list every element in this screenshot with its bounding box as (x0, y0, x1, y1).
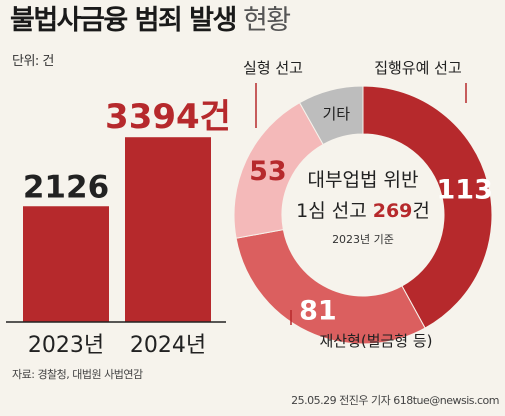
donut-slice-3 (298, 85, 364, 146)
unit-label: 단위: 건 (12, 54, 54, 69)
donut-value-label: 113 (437, 175, 493, 206)
bar-2023년 (23, 206, 109, 322)
credit-note: 25.05.29 전진우 기자 618tue@newsis.com (291, 394, 499, 407)
title-main: 불법사금융 범죄 발생 (10, 5, 237, 36)
donut-slice-1 (235, 229, 426, 345)
donut-category-label: 집행유예 선고 (374, 59, 462, 77)
donut-slice-0 (362, 85, 493, 329)
donut-category-label: 실형 선고 (243, 59, 303, 77)
bar-2024년 (125, 137, 211, 322)
donut-category-label: 재산형(벌금형 등) (319, 332, 432, 350)
bar-value-label: 2126 (23, 169, 109, 205)
bar-category-label: 2023년 (28, 333, 104, 358)
bar-value-label: 3394건 (105, 97, 231, 137)
donut-center-title: 대부업법 위반 (308, 169, 419, 191)
page-title: 불법사금융 범죄 발생 현황 (10, 2, 291, 40)
donut-value-label: 기타 (323, 105, 351, 123)
bar-category-label: 2024년 (130, 333, 206, 358)
title-sub: 현황 (242, 5, 291, 36)
donut-center-total: 1심 선고 269건 (296, 200, 430, 222)
donut-value-label: 81 (299, 296, 337, 327)
donut-center-note: 2023년 기준 (332, 233, 394, 246)
source-note: 자료: 경찰청, 대법원 사법연감 (12, 368, 143, 381)
donut-value-label: 53 (249, 156, 287, 187)
